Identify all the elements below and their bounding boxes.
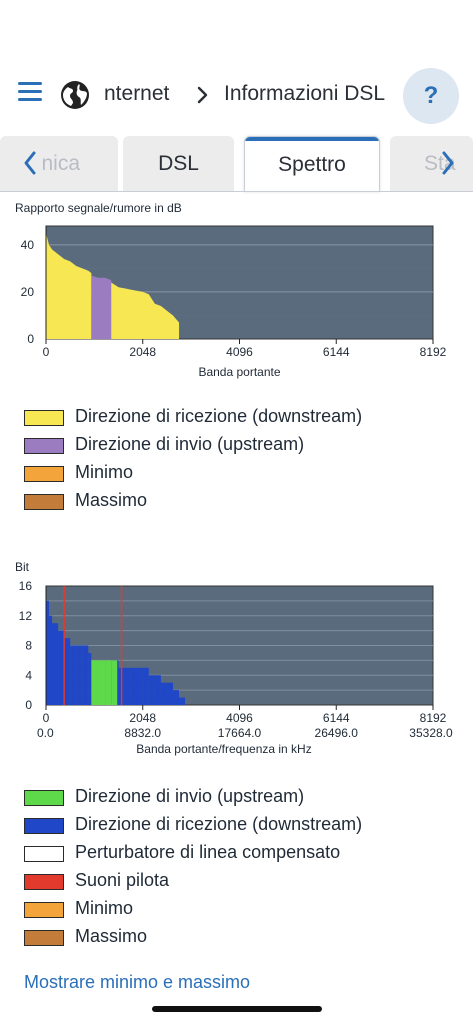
legend-swatch xyxy=(24,790,64,806)
x-tick-freq-label: 0.0 xyxy=(37,726,54,740)
home-indicator xyxy=(152,1006,322,1012)
bits-downstream-bar xyxy=(179,697,186,705)
x-tick-label: 4096 xyxy=(226,711,253,725)
x-tick-freq-label: 8832.0 xyxy=(124,726,161,740)
bits-upstream-bar xyxy=(97,660,106,705)
legend-label: Direzione di invio (upstream) xyxy=(75,786,305,806)
bits-downstream-bar xyxy=(49,615,53,705)
bits-upstream-bar xyxy=(105,660,112,705)
legend-label: Massimo xyxy=(75,490,148,510)
y-tick-label: 40 xyxy=(21,238,35,252)
x-tick-label: 0 xyxy=(43,345,50,359)
bits-downstream-bar xyxy=(148,675,155,705)
x-tick-freq-label: 17664.0 xyxy=(218,726,262,740)
y-tick-label: 12 xyxy=(19,609,33,623)
bits-downstream-bar xyxy=(142,667,149,705)
show-min-max-link[interactable]: Mostrare minimo e massimo xyxy=(24,972,251,992)
legend-swatch xyxy=(24,494,64,510)
legend-label: Minimo xyxy=(75,462,134,482)
legend-label: Massimo xyxy=(75,926,148,946)
globe-icon xyxy=(61,81,89,109)
snr-series-area xyxy=(46,233,92,339)
x-axis-label: Banda portante/frequenza in kHz xyxy=(136,742,311,756)
legend-label: Perturbatore di linea compensato xyxy=(75,842,341,862)
legend-swatch xyxy=(24,874,64,890)
bits-upstream-bar xyxy=(91,660,98,705)
x-tick-label: 2048 xyxy=(129,345,156,359)
y-tick-label: 8 xyxy=(25,639,32,653)
snr-series-area xyxy=(111,282,180,339)
legend-swatch xyxy=(24,466,64,482)
tab-divider xyxy=(0,191,473,192)
y-tick-label: 20 xyxy=(21,285,35,299)
x-tick-label: 8192 xyxy=(420,711,447,725)
x-tick-label: 6144 xyxy=(323,345,350,359)
help-button[interactable]: ? xyxy=(403,68,459,124)
tab-statistiche[interactable]: Sta xyxy=(390,136,473,192)
bits-downstream-bar xyxy=(160,682,167,705)
chevron-right-icon[interactable] xyxy=(440,150,456,176)
page-title: Informazioni DSL xyxy=(224,82,386,105)
bits-downstream-bar xyxy=(118,667,131,705)
legend-swatch xyxy=(24,846,64,862)
tab-label: Spettro xyxy=(278,152,346,176)
bits-downstream-bar xyxy=(52,623,59,705)
bits-downstream-bar xyxy=(166,682,173,705)
y-tick-label: 0 xyxy=(27,332,34,346)
tab-label: DSL xyxy=(158,152,199,175)
bits-downstream-bar xyxy=(172,690,180,705)
tab-panoramica[interactable]: nica xyxy=(0,136,118,192)
tab-label: nica xyxy=(41,152,80,175)
hamburger-menu-icon[interactable] xyxy=(18,82,42,102)
snr-series-area xyxy=(91,275,112,339)
chevron-right-icon xyxy=(197,86,208,104)
snr-chart: 0 2048 4096 6144 8192 0 20 40 Banda portante xyxy=(21,225,447,379)
x-tick-label: 8192 xyxy=(420,345,447,359)
legend-swatch xyxy=(24,902,64,918)
bits-chart: 00.020488832.0409617664.0614426496.08192… xyxy=(19,580,453,756)
bits-downstream-bar xyxy=(88,652,92,705)
x-axis-label: Banda portante xyxy=(198,365,280,379)
bits-downstream-bar xyxy=(58,630,65,705)
legend-swatch xyxy=(24,410,64,426)
help-label: ? xyxy=(423,82,439,109)
tab-dsl[interactable]: DSL xyxy=(123,136,234,192)
x-tick-label: 6144 xyxy=(323,711,350,725)
legend-swatch xyxy=(24,930,64,946)
bits-downstream-bar xyxy=(64,638,71,705)
y-tick-label: 4 xyxy=(25,668,32,682)
tab-bar: nica DSL Spettro Sta xyxy=(0,136,473,192)
legend-label: Suoni pilota xyxy=(75,870,170,890)
x-tick-freq-label: 35328.0 xyxy=(409,726,453,740)
legend-swatch xyxy=(24,438,64,454)
tab-spettro[interactable]: Spettro xyxy=(244,136,380,192)
bits-chart-title: Bit xyxy=(15,560,30,574)
x-tick-label: 4096 xyxy=(226,345,253,359)
legend-label: Minimo xyxy=(75,898,134,918)
bits-downstream-bar xyxy=(76,645,83,705)
x-tick-label: 2048 xyxy=(129,711,156,725)
legend-label: Direzione di ricezione (downstream) xyxy=(75,406,363,426)
y-tick-label: 16 xyxy=(19,580,33,593)
breadcrumb-parent[interactable]: nternet xyxy=(104,82,170,105)
bits-downstream-bar xyxy=(130,667,143,705)
bits-downstream-bar xyxy=(154,675,161,705)
bits-downstream-bar xyxy=(82,645,89,705)
legend-swatch xyxy=(24,818,64,834)
legend-label: Direzione di ricezione (downstream) xyxy=(75,814,363,834)
x-tick-label: 0 xyxy=(43,711,50,725)
chevron-left-icon[interactable] xyxy=(22,150,38,176)
bits-downstream-bar xyxy=(70,645,77,705)
bits-upstream-bar xyxy=(111,660,118,705)
snr-chart-title: Rapporto segnale/rumore in dB xyxy=(15,201,182,215)
legend-label: Direzione di invio (upstream) xyxy=(75,434,305,454)
x-tick-freq-label: 26496.0 xyxy=(315,726,359,740)
bits-downstream-bar xyxy=(46,600,50,705)
y-tick-label: 0 xyxy=(25,698,32,712)
